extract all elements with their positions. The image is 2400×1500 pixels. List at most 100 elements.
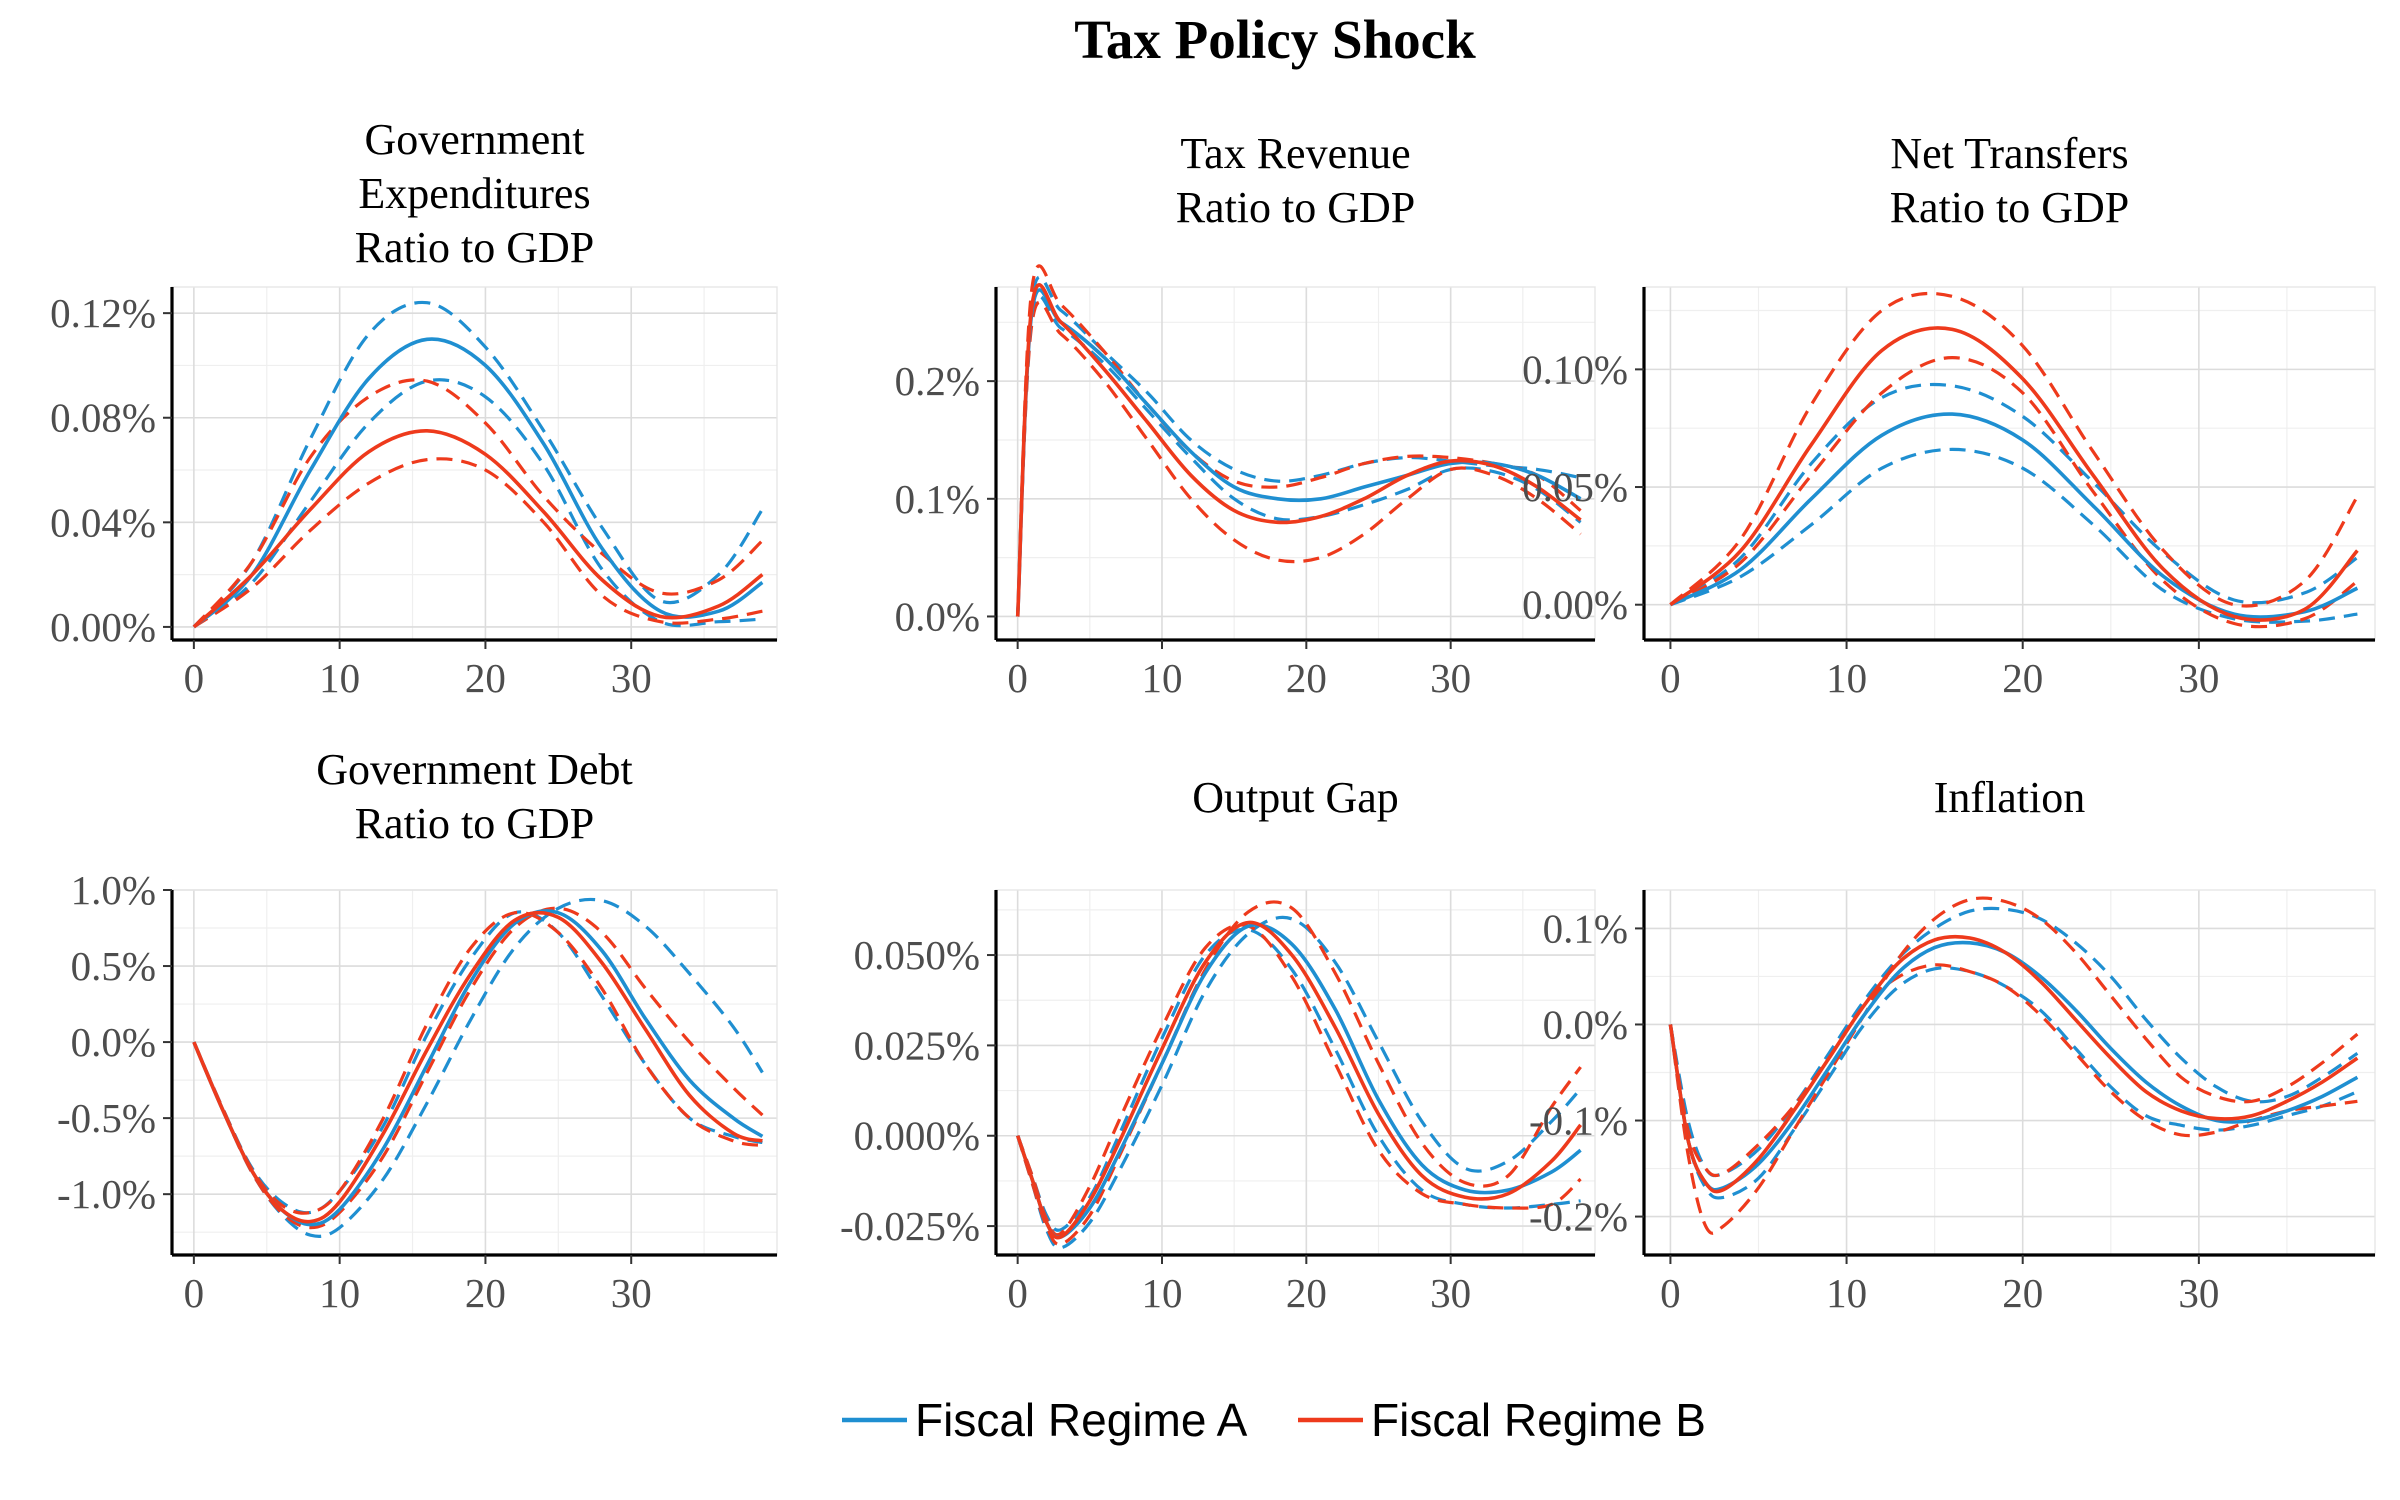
y-tick-label: -0.2% <box>1529 1194 1628 1240</box>
y-tick-label: 0.12% <box>50 290 156 336</box>
series-line-regime-a-solid <box>192 909 764 1227</box>
series-line-regime-b-solid <box>1015 283 1582 617</box>
panels: Government Expenditures Ratio to GDP 0 10 20 3… <box>50 115 2376 1316</box>
panel-title-line: Ratio to GDP <box>355 799 595 848</box>
series-line-regime-b-solid <box>1015 920 1583 1240</box>
x-tick-label: 0 <box>1660 1270 1681 1316</box>
panel-1: Government Expenditures Ratio to GDP 0 10 20 3… <box>50 115 778 701</box>
panel-title-line: Government Debt <box>316 745 632 794</box>
series-group <box>1669 291 2359 629</box>
x-tick-label: 10 <box>1826 655 1867 701</box>
series-line-regime-b-solid <box>1669 326 2359 622</box>
x-tick-label: 0 <box>184 655 205 701</box>
grid <box>996 890 1595 1255</box>
x-tick-label: 10 <box>1141 1270 1182 1316</box>
grid <box>1644 890 2375 1255</box>
series-line-regime-a-dashed <box>1669 447 2358 624</box>
y-tick-label: -0.5% <box>57 1095 156 1141</box>
y-tick-label: 0.5% <box>71 943 156 989</box>
y-tick-label: 0.05% <box>1522 464 1628 510</box>
panel-6: Inflation 0 10 20 30 -0.2% -0.1% 0.0% 0.1% <box>1529 773 2376 1316</box>
y-tick-label: -0.025% <box>840 1203 980 1249</box>
series-line-regime-a-dashed <box>192 910 763 1215</box>
series-line-regime-a-solid <box>192 337 764 629</box>
x-tick-label: 20 <box>1286 1270 1327 1316</box>
x-tick-label: 0 <box>1660 655 1681 701</box>
figure-title: Tax Policy Shock <box>1074 9 1476 70</box>
x-tick-label: 30 <box>2178 655 2219 701</box>
y-tick-label: 0.08% <box>50 395 156 441</box>
series-line-regime-a-dashed <box>1668 906 2359 1178</box>
series-line-regime-a-dashed <box>1016 275 1581 617</box>
series-line-regime-a-solid <box>1668 940 2359 1192</box>
series-line-regime-a-dashed <box>1016 294 1582 617</box>
y-tick-label: 0.000% <box>854 1113 980 1159</box>
series-line-regime-b-dashed <box>1669 356 2359 629</box>
series-group <box>1015 900 1583 1250</box>
series-line-regime-b-dashed <box>192 906 764 1230</box>
y-tick-label: 0.1% <box>1543 905 1628 951</box>
y-tick-label: 0.10% <box>1522 346 1628 392</box>
y-tick-label: 0.1% <box>895 476 980 522</box>
grid <box>172 287 777 640</box>
panel-title-line: Net Transfers <box>1890 129 2128 178</box>
series-line-regime-a-dashed <box>192 897 764 1238</box>
y-tick-label: 0.0% <box>1543 1001 1628 1047</box>
series-line-regime-a-dashed <box>192 378 763 629</box>
x-tick-label: 20 <box>1286 655 1327 701</box>
x-tick-label: 30 <box>611 1270 652 1316</box>
series-line-regime-a-dashed <box>192 300 764 628</box>
x-tick-label: 0 <box>1007 1270 1028 1316</box>
panel-3: Net Transfers Ratio to GDP 0 10 20 30 0.00% 0.0… <box>1522 129 2376 701</box>
y-tick-label: 0.0% <box>71 1019 156 1065</box>
y-tick-label: 0.00% <box>50 604 156 650</box>
panel-title-line: Government <box>365 115 585 164</box>
panel-5: Output Gap 0 10 20 30 -0.025% 0.000% 0.025% 0.05… <box>840 773 1596 1316</box>
y-tick-label: -1.0% <box>57 1171 156 1217</box>
series-group <box>192 897 764 1238</box>
series-line-regime-b-solid <box>1668 934 2359 1194</box>
series-line-regime-a-solid <box>1669 412 2359 619</box>
x-tick-label: 10 <box>319 655 360 701</box>
x-tick-label: 20 <box>465 1270 506 1316</box>
series-line-regime-b-dashed <box>1669 291 2359 608</box>
x-tick-label: 30 <box>1430 655 1471 701</box>
x-tick-label: 20 <box>2002 655 2043 701</box>
panel-title-line: Ratio to GDP <box>1890 183 2130 232</box>
series-line-regime-b-solid <box>192 428 764 629</box>
x-tick-label: 30 <box>2178 1270 2219 1316</box>
y-tick-label: -0.1% <box>1529 1098 1628 1144</box>
x-tick-label: 30 <box>611 655 652 701</box>
panel-4: Government Debt Ratio to GDP 0 10 20 30 -1.0% -… <box>57 745 778 1316</box>
series-line-regime-b-dashed <box>1016 264 1582 617</box>
panel-title-line: Tax Revenue <box>1180 129 1410 178</box>
series-group <box>1015 264 1582 617</box>
x-tick-label: 10 <box>1141 655 1182 701</box>
x-tick-label: 20 <box>465 655 506 701</box>
series-line-regime-b-dashed <box>193 457 763 629</box>
series-line-regime-b-dashed <box>192 910 763 1215</box>
legend: Fiscal Regime A Fiscal Regime B <box>842 1394 1706 1446</box>
panel-title-line: Ratio to GDP <box>355 223 595 272</box>
panel-title-line: Ratio to GDP <box>1176 183 1416 232</box>
x-tick-label: 0 <box>184 1270 205 1316</box>
series-line-regime-a-dashed <box>1016 915 1582 1250</box>
series-group <box>192 300 764 629</box>
series-line-regime-b-dashed <box>1016 900 1582 1246</box>
legend-label-regime-a: Fiscal Regime A <box>915 1394 1248 1446</box>
y-tick-label: 0.2% <box>895 358 980 404</box>
x-tick-label: 10 <box>1826 1270 1867 1316</box>
x-tick-label: 20 <box>2002 1270 2043 1316</box>
x-tick-label: 30 <box>1430 1270 1471 1316</box>
series-line-regime-b-dashed <box>1668 963 2358 1178</box>
series-line-regime-b-dashed <box>1668 896 2359 1235</box>
series-line-regime-b-dashed <box>192 378 764 628</box>
series-group <box>1668 896 2359 1235</box>
series-line-regime-a-solid <box>1015 923 1582 1240</box>
panel-2: Tax Revenue Ratio to GDP 0 10 20 30 0.0% 0.1% 0.… <box>895 129 1596 701</box>
y-tick-label: 0.00% <box>1522 582 1628 628</box>
legend-label-regime-b: Fiscal Regime B <box>1371 1394 1706 1446</box>
plot-frame <box>995 889 1596 1256</box>
y-tick-label: 1.0% <box>71 867 156 913</box>
